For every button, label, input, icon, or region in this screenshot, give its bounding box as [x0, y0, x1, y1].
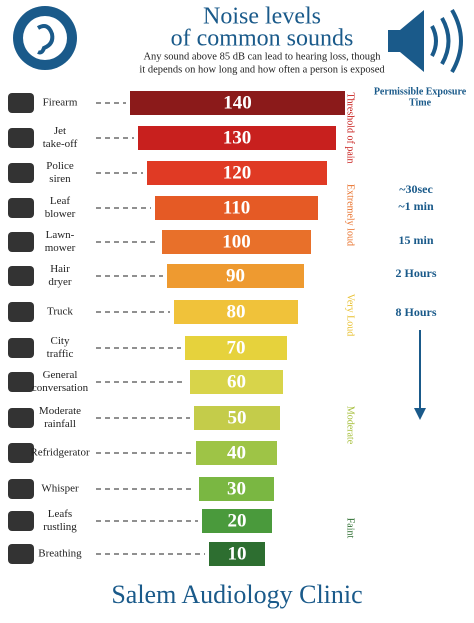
zone-label: Very Loud: [345, 294, 356, 337]
exposure-title: Time: [409, 97, 432, 108]
exposure-time: ~30sec: [399, 182, 433, 196]
level-bar: [167, 264, 304, 288]
speaker-icon: [388, 8, 463, 74]
sound-label: Leafs: [48, 508, 72, 520]
title: Noise levels: [203, 4, 321, 30]
level-bar: [185, 336, 287, 360]
icon: [8, 544, 34, 564]
level-bar: [196, 441, 277, 465]
level-value: 30: [227, 478, 246, 499]
exposure-time: 15 min: [398, 233, 433, 247]
sound-label: Lawn-: [46, 229, 75, 241]
icon: [8, 93, 34, 113]
title: of common sounds: [171, 26, 354, 52]
icon: [8, 266, 34, 286]
level-value: 20: [228, 510, 247, 531]
level-bar: [209, 542, 265, 566]
sound-label: City: [51, 335, 70, 347]
level-bar: [162, 230, 311, 254]
level-bar: [194, 406, 280, 430]
sound-label: blower: [45, 208, 76, 220]
sound-label: conversation: [32, 382, 89, 394]
icon: [8, 479, 34, 499]
sound-label: Refridgerator: [30, 447, 90, 459]
icon: [8, 302, 34, 322]
subtitle: Any sound above 85 dB can lead to hearin…: [143, 51, 381, 62]
sound-label: Hair: [50, 263, 70, 275]
level-value: 40: [227, 442, 246, 463]
level-bar: [155, 196, 318, 220]
icon: [8, 338, 34, 358]
level-value: 100: [222, 231, 251, 252]
zone-label: Moderate: [345, 406, 356, 445]
sound-label: Firearm: [43, 97, 78, 109]
icon: [8, 511, 34, 531]
sound-label: traffic: [47, 348, 74, 360]
zone-label: Threshold of pain: [345, 92, 356, 163]
level-value: 50: [228, 407, 247, 428]
sound-label: Moderate: [39, 405, 81, 417]
icon: [8, 443, 34, 463]
sound-label: Jet: [54, 125, 66, 137]
level-bar: [130, 91, 345, 115]
sound-label: rainfall: [44, 418, 76, 430]
icon: [8, 408, 34, 428]
level-value: 90: [226, 265, 245, 286]
exposure-title: Permissible Exposure: [374, 86, 467, 97]
level-value: 140: [223, 92, 252, 113]
exposure-time: 2 Hours: [395, 266, 436, 280]
level-bar: [202, 509, 272, 533]
level-bar: [174, 300, 298, 324]
exposure-time: ~1 min: [398, 199, 434, 213]
logo: [13, 6, 77, 70]
level-value: 130: [223, 127, 252, 148]
sound-label: mower: [45, 242, 76, 254]
level-value: 70: [227, 337, 246, 358]
level-bar: [138, 126, 336, 150]
level-value: 10: [228, 543, 247, 564]
level-value: 120: [223, 162, 252, 183]
level-bar: [190, 370, 283, 394]
sound-label: take-off: [43, 138, 78, 150]
sound-label: siren: [49, 173, 71, 185]
sound-label: Breathing: [38, 548, 82, 560]
icon: [8, 128, 34, 148]
sound-label: rustling: [43, 521, 77, 533]
sound-label: Police: [46, 160, 74, 172]
sound-label: Whisper: [41, 483, 79, 495]
sound-label: Truck: [47, 306, 73, 318]
icon: [8, 232, 34, 252]
exposure-time: 8 Hours: [395, 305, 436, 319]
level-value: 80: [227, 301, 246, 322]
sound-label: General: [43, 369, 78, 381]
arrow-head: [414, 408, 426, 420]
sound-label: Leaf: [50, 195, 70, 207]
zone-label: Extremely loud: [345, 184, 356, 246]
subtitle: it depends on how long and how often a p…: [139, 64, 385, 75]
footer: Salem Audiology Clinic: [111, 580, 362, 609]
icon: [8, 198, 34, 218]
level-value: 60: [227, 371, 246, 392]
icon: [8, 372, 34, 392]
level-bar: [199, 477, 274, 501]
zone-label: Faint: [345, 518, 356, 539]
sound-label: dryer: [48, 276, 72, 288]
level-value: 110: [223, 197, 250, 218]
level-bar: [147, 161, 327, 185]
icon: [8, 163, 34, 183]
